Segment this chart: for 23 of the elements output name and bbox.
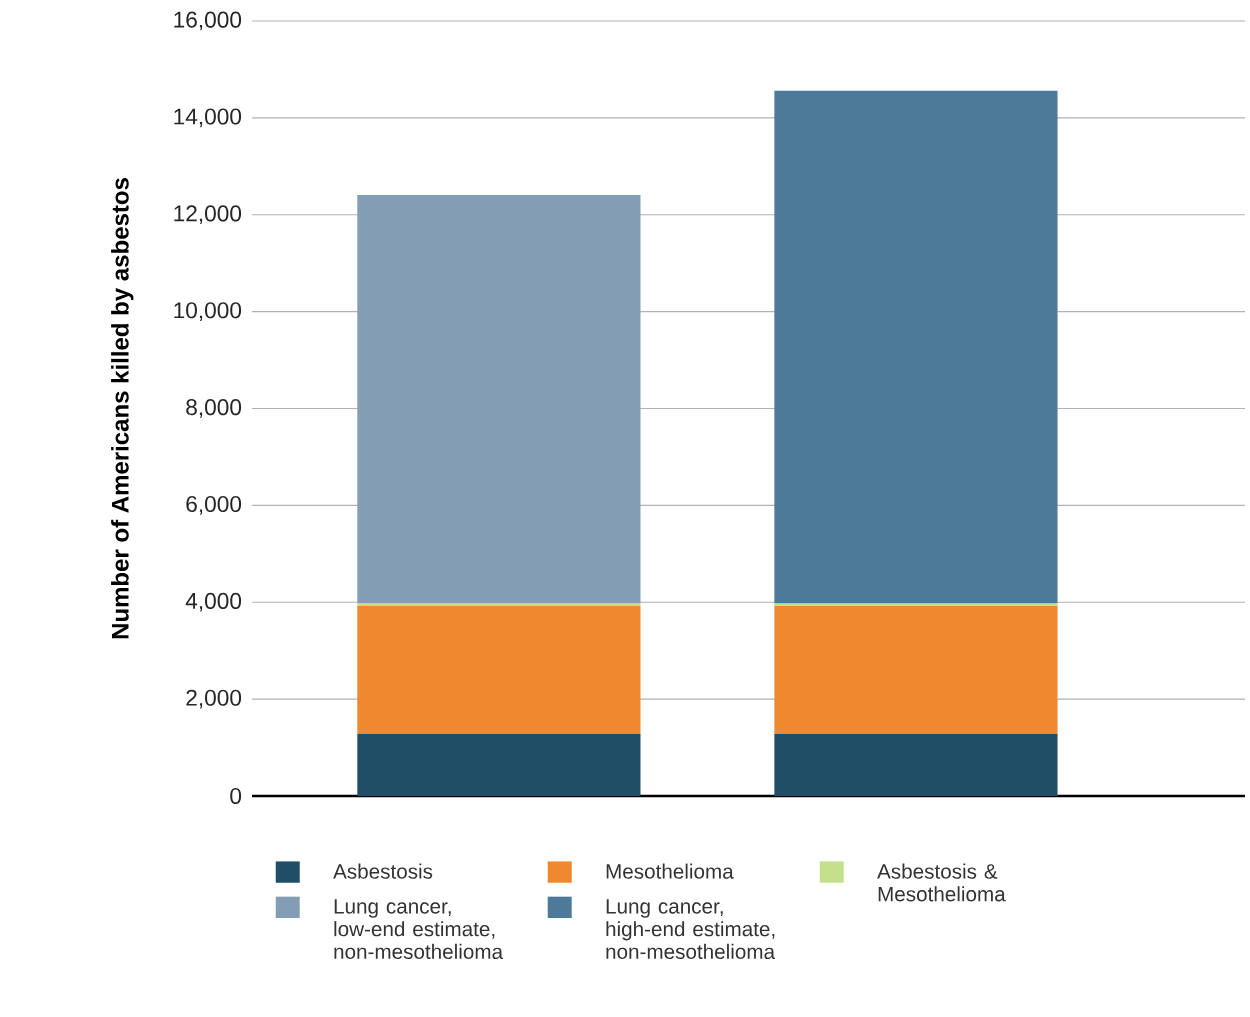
legend-label: Asbestosis & Mesothelioma — [877, 863, 1006, 902]
bar — [357, 194, 641, 604]
y-tick-label: 2,000 — [186, 689, 242, 709]
legend-label: Mesothelioma — [606, 863, 734, 879]
legend-label: Lung cancer, low-end estimate, non-mesothelioma — [334, 899, 504, 959]
y-tick-label: 0 — [230, 787, 242, 805]
y-tick-label: 6,000 — [186, 496, 242, 515]
legend-label: Asbestosis — [333, 863, 433, 879]
y-tick-label: 14,000 — [174, 108, 242, 128]
y-axis-title: Number of Americans killed by asbestos — [111, 178, 134, 639]
bar — [357, 733, 641, 796]
bar — [357, 606, 641, 734]
y-tick-label: 8,000 — [186, 399, 242, 418]
y-tick-label: 12,000 — [174, 205, 242, 225]
bar — [774, 606, 1058, 734]
bar — [774, 603, 1058, 607]
y-tick-label: 4,000 — [185, 592, 242, 612]
y-tick-label: 16,000 — [174, 11, 242, 31]
bar — [774, 733, 1058, 796]
legend-label: Lung cancer, high-end estimate, non-mesothelioma — [606, 899, 776, 959]
y-tick-label: 10,000 — [174, 302, 242, 321]
bar — [357, 603, 641, 607]
bar — [774, 90, 1058, 604]
